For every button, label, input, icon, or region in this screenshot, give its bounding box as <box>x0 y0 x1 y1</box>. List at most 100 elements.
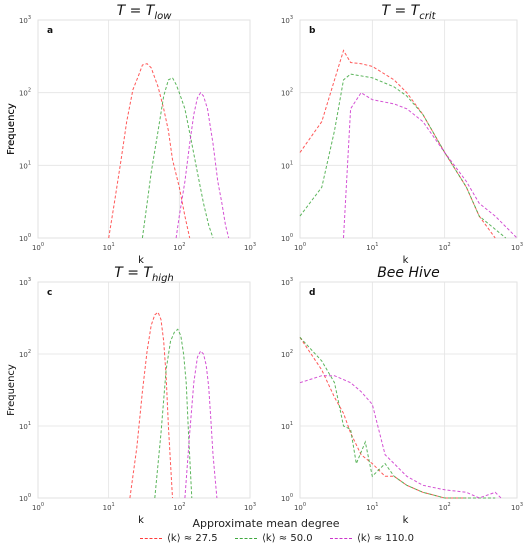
plot-area-a <box>37 19 251 239</box>
y-tick-3: 103 <box>19 15 31 25</box>
x-tick-exp-1: 1 <box>112 502 115 508</box>
series-line-1 <box>299 337 467 499</box>
x-tick-exp-1: 1 <box>375 502 378 508</box>
x-tick-exp-3: 3 <box>520 502 523 508</box>
y-tick-3: 103 <box>19 277 31 287</box>
y-tick-0: 100 <box>281 233 293 243</box>
x-tick-exp-1: 1 <box>375 242 378 248</box>
x-tick-0: 100 <box>294 502 306 512</box>
x-tick-exp-0: 0 <box>41 242 44 248</box>
legend: ⟨k⟩ ≈ 27.5 ⟨k⟩ ≈ 50.0 ⟨k⟩ ≈ 110.0 <box>0 533 532 549</box>
x-tick-3: 103 <box>244 242 256 252</box>
legend-title: Approximate mean degree <box>192 517 340 530</box>
x-tick-1: 101 <box>366 502 378 512</box>
x-tick-0: 100 <box>294 242 306 252</box>
x-tick-exp-2: 2 <box>182 242 185 248</box>
x-tick-exp-0: 0 <box>303 242 306 248</box>
x-axis-label: k <box>138 515 144 526</box>
y-tick-2: 102 <box>19 349 31 359</box>
y-tick-3: 103 <box>281 277 293 287</box>
y-tick-2: 102 <box>281 88 293 98</box>
series-line-2 <box>299 73 507 239</box>
y-tick-exp-0: 0 <box>290 493 293 499</box>
series-line-2 <box>141 77 214 239</box>
y-tick-exp-2: 2 <box>28 88 31 94</box>
series-line-3 <box>184 350 218 499</box>
series-line-1 <box>299 49 496 239</box>
y-axis-label: Frequency <box>6 103 17 155</box>
panel-letter: b <box>309 26 316 36</box>
series-line-1 <box>108 63 191 239</box>
x-tick-3: 103 <box>511 242 523 252</box>
legend-label-3: ⟨k⟩ ≈ 110.0 <box>357 533 414 544</box>
y-tick-exp-3: 3 <box>290 277 293 283</box>
x-tick-exp-3: 3 <box>520 242 523 248</box>
y-tick-exp-0: 0 <box>28 493 31 499</box>
series-line-2 <box>299 337 496 499</box>
plot-area-b <box>299 19 518 239</box>
panel-letter: c <box>47 288 52 298</box>
y-tick-exp-2: 2 <box>28 349 31 355</box>
x-axis-label: k <box>138 255 144 266</box>
plot-area-c <box>37 281 251 499</box>
x-tick-exp-2: 2 <box>448 242 451 248</box>
x-axis-label: k <box>403 515 409 526</box>
y-tick-exp-1: 1 <box>290 160 293 166</box>
x-tick-exp-2: 2 <box>448 502 451 508</box>
y-tick-1: 101 <box>19 160 31 170</box>
x-tick-0: 100 <box>32 502 44 512</box>
panel-letter: d <box>309 288 315 298</box>
x-axis-label: k <box>403 255 409 266</box>
y-tick-exp-3: 3 <box>290 15 293 21</box>
y-tick-0: 100 <box>19 493 31 503</box>
legend-swatch-3 <box>330 538 352 539</box>
panel-title: T = Tlow <box>117 3 173 22</box>
series-line-3 <box>343 92 518 239</box>
x-tick-exp-1: 1 <box>112 242 115 248</box>
y-tick-2: 102 <box>19 88 31 98</box>
legend-label-2: ⟨k⟩ ≈ 50.0 <box>262 533 313 544</box>
series-line-1 <box>129 311 173 499</box>
x-tick-exp-2: 2 <box>182 502 185 508</box>
y-tick-3: 103 <box>281 15 293 25</box>
x-tick-1: 101 <box>366 242 378 252</box>
legend-swatch-1 <box>140 538 162 539</box>
series-line-3 <box>299 375 502 499</box>
x-tick-exp-3: 3 <box>253 502 256 508</box>
y-tick-0: 100 <box>19 233 31 243</box>
legend-item-3: ⟨k⟩ ≈ 110.0 <box>330 533 414 544</box>
plot-area-d <box>299 281 518 499</box>
panel-title-sub: crit <box>419 11 436 22</box>
x-tick-2: 102 <box>439 502 451 512</box>
x-tick-2: 102 <box>173 242 185 252</box>
legend-swatch-2 <box>235 538 257 539</box>
y-tick-exp-3: 3 <box>28 277 31 283</box>
y-tick-exp-3: 3 <box>28 15 31 21</box>
y-tick-exp-0: 0 <box>290 233 293 239</box>
x-tick-2: 102 <box>173 502 185 512</box>
x-tick-3: 103 <box>244 502 256 512</box>
y-axis-label: Frequency <box>6 103 17 155</box>
y-tick-1: 101 <box>281 421 293 431</box>
y-tick-exp-1: 1 <box>28 160 31 166</box>
y-axis-label: Frequency <box>6 364 17 416</box>
y-tick-exp-2: 2 <box>290 349 293 355</box>
y-tick-1: 101 <box>281 160 293 170</box>
legend-item-2: ⟨k⟩ ≈ 50.0 <box>235 533 313 544</box>
legend-item-1: ⟨k⟩ ≈ 27.5 <box>140 533 218 544</box>
x-tick-3: 103 <box>511 502 523 512</box>
panel-title: Bee Hive <box>377 265 440 281</box>
x-tick-2: 102 <box>439 242 451 252</box>
x-tick-exp-0: 0 <box>303 502 306 508</box>
y-tick-exp-1: 1 <box>290 421 293 427</box>
panel-title-sub: high <box>152 273 174 284</box>
y-tick-1: 101 <box>19 421 31 431</box>
legend-label-1: ⟨k⟩ ≈ 27.5 <box>167 533 218 544</box>
y-tick-exp-0: 0 <box>28 233 31 239</box>
y-tick-exp-1: 1 <box>28 421 31 427</box>
panel-title-sub: low <box>154 11 172 22</box>
